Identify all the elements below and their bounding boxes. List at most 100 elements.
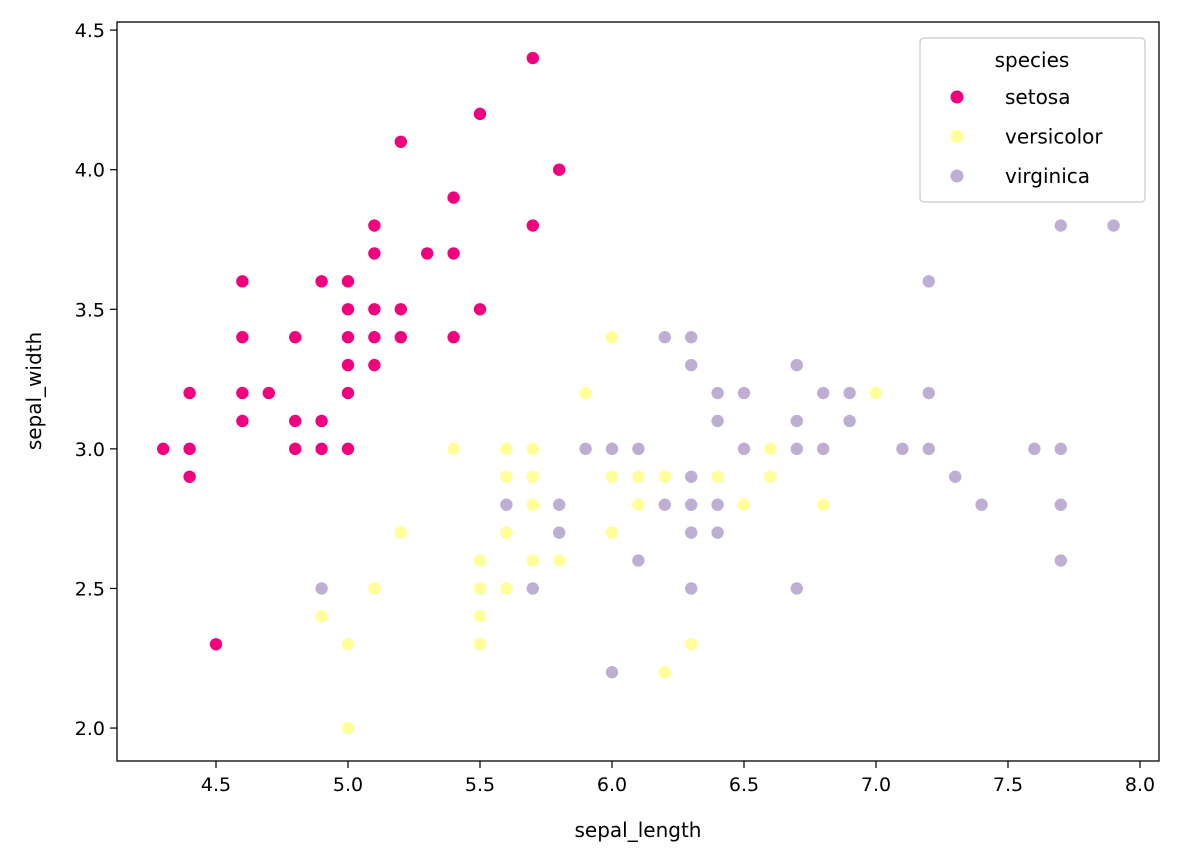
point-setosa — [473, 107, 487, 121]
point-virginica — [1027, 442, 1042, 456]
point-virginica — [605, 665, 619, 680]
legend-box — [919, 37, 1146, 203]
point-virginica — [974, 497, 989, 512]
x-tick-label: 6.0 — [597, 774, 627, 796]
point-versicolor — [631, 497, 646, 512]
point-versicolor — [552, 553, 566, 568]
point-virginica — [684, 497, 698, 512]
point-setosa — [446, 190, 461, 205]
point-virginica — [552, 525, 566, 540]
point-setosa — [367, 302, 382, 317]
point-setosa — [288, 442, 302, 456]
point-setosa — [182, 442, 197, 456]
point-virginica — [684, 330, 698, 344]
y-tick-label: 2.5 — [75, 578, 105, 600]
point-virginica — [525, 581, 540, 596]
point-versicolor — [499, 525, 514, 540]
point-virginica — [710, 386, 725, 400]
point-setosa — [393, 134, 408, 149]
point-versicolor — [499, 469, 514, 484]
point-virginica — [684, 358, 698, 372]
point-setosa — [420, 246, 434, 261]
point-setosa — [288, 414, 302, 428]
point-versicolor — [367, 581, 382, 596]
point-virginica — [842, 414, 857, 428]
legend-marker-versicolor — [950, 130, 964, 143]
point-versicolor — [525, 442, 540, 456]
legend: species setosa versicolor virginica — [919, 37, 1146, 203]
point-setosa — [367, 330, 382, 344]
point-versicolor — [763, 469, 778, 484]
point-virginica — [921, 386, 936, 400]
plot-frame — [116, 21, 1160, 762]
point-versicolor — [869, 386, 883, 400]
point-virginica — [789, 442, 804, 456]
y-tick-label: 4.5 — [75, 20, 105, 42]
point-setosa — [314, 442, 329, 456]
point-setosa — [446, 246, 461, 261]
legend-marker-virginica — [950, 169, 964, 183]
legend-marker-setosa — [950, 90, 964, 104]
point-virginica — [789, 358, 804, 372]
point-setosa — [156, 442, 170, 456]
point-setosa — [341, 386, 355, 400]
point-versicolor — [578, 386, 593, 400]
point-versicolor — [763, 442, 778, 456]
y-axis: 2.0 2.5 3.0 3.5 4.0 4.5 — [75, 20, 117, 740]
point-virginica — [631, 442, 646, 456]
point-versicolor — [473, 637, 487, 652]
point-setosa — [525, 218, 540, 233]
point-versicolor — [605, 469, 619, 484]
point-setosa — [473, 302, 487, 317]
legend-label-virginica: virginica — [1005, 164, 1090, 188]
point-versicolor — [446, 442, 461, 456]
point-virginica — [1053, 218, 1068, 233]
point-setosa — [261, 386, 276, 400]
point-setosa — [341, 442, 355, 456]
point-versicolor — [473, 553, 487, 568]
x-tick-label: 4.5 — [201, 774, 231, 796]
point-setosa — [288, 330, 302, 344]
point-versicolor — [657, 469, 672, 484]
x-tick-label: 5.5 — [465, 774, 495, 796]
point-setosa — [525, 51, 540, 65]
point-versicolor — [341, 637, 355, 652]
legend-title: species — [995, 48, 1070, 72]
point-virginica — [789, 414, 804, 428]
point-virginica — [710, 497, 725, 512]
point-virginica — [921, 442, 936, 456]
y-tick-label: 4.0 — [75, 160, 105, 182]
point-versicolor — [737, 497, 751, 512]
point-setosa — [552, 162, 566, 177]
x-axis-label: sepal_length — [575, 818, 702, 842]
point-versicolor — [605, 525, 619, 540]
point-versicolor — [684, 637, 698, 652]
point-setosa — [209, 637, 223, 652]
x-tick-label: 5.0 — [333, 774, 363, 796]
point-virginica — [710, 525, 725, 540]
point-virginica — [1053, 553, 1068, 568]
point-setosa — [367, 246, 382, 261]
point-setosa — [235, 274, 250, 289]
point-setosa — [235, 330, 250, 344]
legend-label-setosa: setosa — [1005, 85, 1070, 109]
point-virginica — [684, 525, 698, 540]
point-versicolor — [499, 442, 514, 456]
point-virginica — [1053, 442, 1068, 456]
point-setosa — [182, 469, 197, 484]
point-virginica — [948, 469, 962, 484]
y-tick-label: 3.0 — [75, 439, 105, 461]
point-versicolor — [341, 721, 355, 735]
point-versicolor — [525, 553, 540, 568]
point-virginica — [921, 274, 936, 289]
point-virginica — [657, 497, 672, 512]
point-virginica — [552, 497, 566, 512]
point-virginica — [1106, 218, 1121, 233]
point-virginica — [737, 442, 751, 456]
legend-label-versicolor: versicolor — [1005, 125, 1103, 149]
point-virginica — [710, 414, 725, 428]
point-versicolor — [816, 497, 830, 512]
point-versicolor — [631, 469, 646, 484]
point-virginica — [816, 386, 830, 400]
